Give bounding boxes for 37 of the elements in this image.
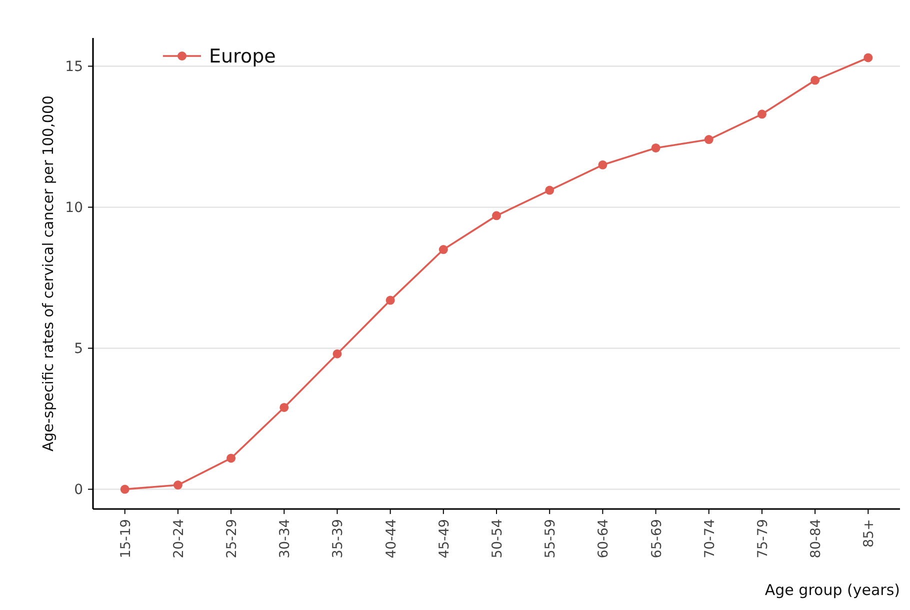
y-tick-label: 5 — [74, 341, 83, 358]
y-tick-label: 10 — [65, 200, 83, 216]
point — [757, 110, 766, 119]
x-tick-label: 85+ — [861, 519, 878, 548]
point — [545, 186, 554, 195]
x-tick-label: 45-49 — [436, 519, 452, 558]
point — [280, 402, 289, 412]
point — [864, 53, 873, 62]
point — [651, 143, 660, 152]
y-axis-title: Age-specific rates of cervical cancer per 100,000 — [41, 95, 57, 452]
point — [438, 245, 448, 254]
x-tick-label: 70-74 — [702, 519, 718, 558]
point — [810, 76, 820, 85]
x-tick-label: 60-64 — [596, 519, 612, 558]
y-tick-label: 15 — [65, 59, 83, 76]
x-tick-label: 65-69 — [648, 519, 665, 558]
x-tick-label: 25-29 — [224, 519, 240, 558]
x-tick-label: 40-44 — [383, 519, 400, 558]
legend-label: Europe — [209, 46, 276, 68]
point — [704, 135, 714, 144]
point — [386, 296, 395, 305]
point — [226, 454, 236, 463]
x-tick-label: 50-54 — [490, 519, 506, 558]
x-axis-title: Age group (years) — [764, 581, 900, 599]
x-tick-label: 30-34 — [277, 519, 294, 558]
point — [173, 480, 182, 490]
x-tick-label: 20-24 — [170, 519, 187, 558]
x-tick-label: 55-59 — [542, 519, 559, 558]
point — [120, 484, 130, 494]
x-tick-label: 80-84 — [808, 519, 824, 558]
x-tick-label: 35-39 — [330, 519, 346, 558]
point — [332, 349, 342, 358]
y-tick-label: 0 — [74, 482, 83, 498]
point — [598, 160, 608, 170]
x-tick-label: 15-19 — [118, 519, 134, 558]
point — [492, 211, 501, 220]
x-tick-label: 75-79 — [754, 519, 771, 558]
